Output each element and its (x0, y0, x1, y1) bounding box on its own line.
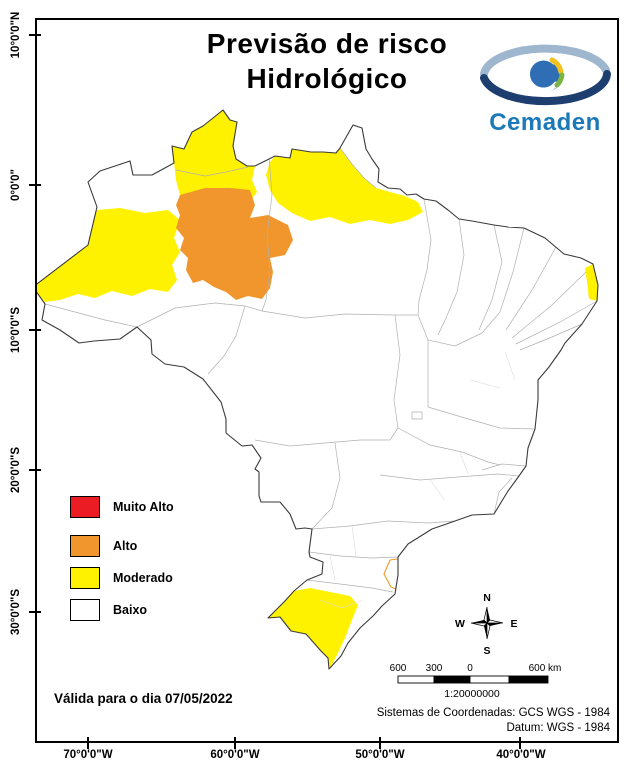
y-axis-label-10n: 10°0'0"N (10, 11, 22, 59)
risk-region-moderado-south (268, 588, 358, 668)
x-axis-label-50w: 50°0'0"W (355, 749, 405, 761)
risk-region-moderado-north (172, 110, 257, 214)
validity-date-text: Válida para o dia 07/05/2022 (54, 691, 233, 706)
axis-tick (29, 34, 41, 36)
axis-tick (234, 737, 236, 749)
map-title: Previsão de risco Hidrológico (35, 26, 619, 96)
x-axis-label-70w: 70°0'0"W (63, 749, 113, 761)
axis-tick (87, 737, 89, 749)
datum-line: Datum: WGS - 1984 (506, 722, 610, 734)
scale-label-0: 0 (467, 663, 473, 674)
risk-legend: Muito Alto Alto Moderado Baixo (70, 496, 174, 631)
coordinate-system-line: Sistemas de Coordenadas: GCS WGS - 1984 (376, 707, 610, 719)
legend-swatch-baixo (70, 599, 100, 621)
compass-rose: N S W E (455, 592, 517, 657)
coordinate-system-note: Sistemas de Coordenadas: GCS WGS - 1984 … (377, 706, 610, 736)
scale-bar: 600 300 0 600 km 1:20000000 (390, 663, 562, 700)
cemaden-logo-icon (480, 44, 611, 106)
legend-label-muito-alto: Muito Alto (113, 500, 174, 514)
axis-tick (29, 469, 41, 471)
risk-region-moderado-west (35, 208, 180, 302)
legend-swatch-alto (70, 535, 100, 557)
legend-item-muito-alto: Muito Alto (70, 496, 174, 518)
axis-tick (29, 329, 41, 331)
brazil-risk-map: N S W E 600 300 0 600 km 1:20000000 (35, 109, 599, 700)
axis-tick (519, 737, 521, 749)
legend-label-alto: Alto (113, 539, 138, 553)
x-axis-label-40w: 40°0'0"W (496, 749, 546, 761)
risk-region-moderado-northeast (266, 148, 423, 224)
compass-north-label: N (483, 592, 491, 604)
axis-tick (29, 184, 41, 186)
scale-ratio: 1:20000000 (444, 688, 500, 700)
y-axis-label-0: 0°0'0" (10, 169, 22, 201)
state-borders (44, 147, 598, 593)
compass-south-label: S (483, 645, 490, 657)
legend-swatch-moderado (70, 567, 100, 589)
risk-regions (35, 110, 598, 668)
legend-label-moderado: Moderado (113, 571, 173, 585)
legend-label-baixo: Baixo (113, 603, 148, 617)
brazil-outline (35, 109, 599, 670)
y-axis-label-20s: 20°0'0"S (10, 446, 22, 494)
legend-item-alto: Alto (70, 535, 174, 557)
y-axis-label-30s: 30°0'0"S (10, 588, 22, 636)
map-title-line2: Hidrológico (246, 63, 408, 94)
axis-tick (379, 737, 381, 749)
legend-item-baixo: Baixo (70, 599, 174, 621)
municipal-borders (319, 351, 516, 609)
legend-swatch-muito-alto (70, 496, 100, 518)
compass-east-label: E (510, 618, 517, 630)
x-axis-label-60w: 60°0'0"W (210, 749, 260, 761)
cemaden-logo: Cemaden (472, 34, 618, 137)
y-axis-label-10s: 10°0'0"S (10, 306, 22, 354)
compass-west-label: W (455, 618, 465, 630)
axis-tick (29, 611, 41, 613)
scale-label-300: 300 (426, 663, 443, 674)
legend-item-moderado: Moderado (70, 567, 174, 589)
scale-label-600km: 600 km (529, 663, 562, 674)
cemaden-logo-text: Cemaden (489, 109, 601, 136)
scale-label-600-left: 600 (390, 663, 407, 674)
map-title-line1: Previsão de risco (206, 28, 448, 59)
risk-region-alto-central (176, 188, 293, 300)
